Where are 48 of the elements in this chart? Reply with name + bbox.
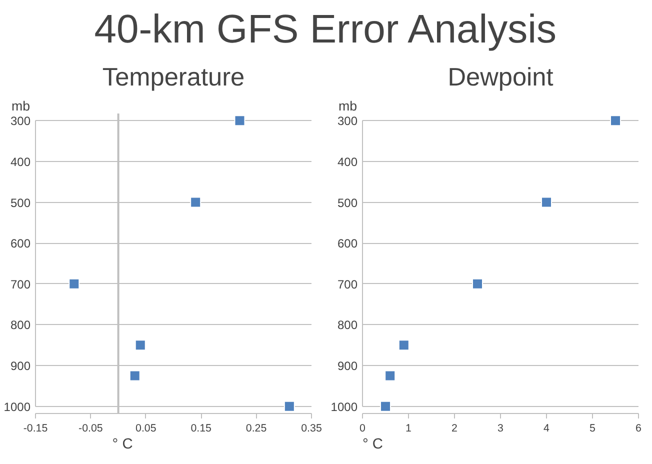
x-axis-title: ° C [112, 436, 134, 452]
point [384, 370, 396, 382]
chart-subtitle: Dewpoint [448, 64, 554, 92]
y-tick-label: 400 [10, 154, 31, 169]
x-tick-label: -0.05 [78, 422, 103, 434]
point [129, 370, 140, 382]
x-tick-label: 0.35 [301, 422, 322, 434]
x-tick-label: 6 [636, 422, 642, 434]
x-tick-label: 0.25 [246, 422, 267, 434]
point [380, 400, 391, 412]
y-tick-label: 700 [10, 277, 31, 292]
point [190, 196, 202, 208]
x-tick-label: 4 [544, 422, 550, 434]
y-tick-label: 300 [10, 114, 31, 128]
chart-subtitle: Temperature [102, 64, 245, 92]
point [610, 115, 621, 126]
point [234, 115, 246, 126]
x-tick-label: 2 [452, 422, 458, 434]
y-tick-label: 600 [10, 236, 31, 251]
y-tick-label: 1000 [330, 400, 358, 414]
point [541, 196, 552, 208]
y-tick-label: 400 [337, 154, 358, 169]
x-tick-label: 3 [498, 422, 504, 434]
point [284, 400, 295, 412]
point [472, 278, 483, 290]
y-axis-title: mb [338, 98, 358, 114]
y-tick-label: 700 [337, 277, 358, 292]
y-tick-label: 800 [337, 318, 358, 332]
y-tick-label: 900 [10, 359, 31, 374]
y-tick-label: 500 [10, 196, 31, 210]
x-tick-label: 0.15 [190, 422, 212, 434]
x-axis-title: ° C [362, 436, 384, 452]
point [398, 340, 410, 351]
y-tick-label: 600 [337, 236, 358, 251]
x-tick-label: 5 [590, 422, 596, 434]
x-tick-label: 0 [360, 422, 366, 434]
y-tick-label: 500 [337, 196, 358, 210]
point [134, 340, 146, 351]
point [68, 278, 80, 290]
y-axis-title: mb [12, 98, 30, 114]
x-tick-label: 0.05 [136, 422, 156, 434]
y-tick-label: 800 [10, 318, 31, 332]
y-tick-label: 900 [337, 359, 358, 374]
chart-title: 40-km GFS Error Analysis [94, 8, 557, 52]
x-tick-label: -0.15 [23, 422, 48, 434]
x-tick-label: 1 [406, 422, 412, 434]
y-tick-label: 1000 [4, 400, 31, 414]
y-tick-label: 300 [337, 114, 358, 128]
